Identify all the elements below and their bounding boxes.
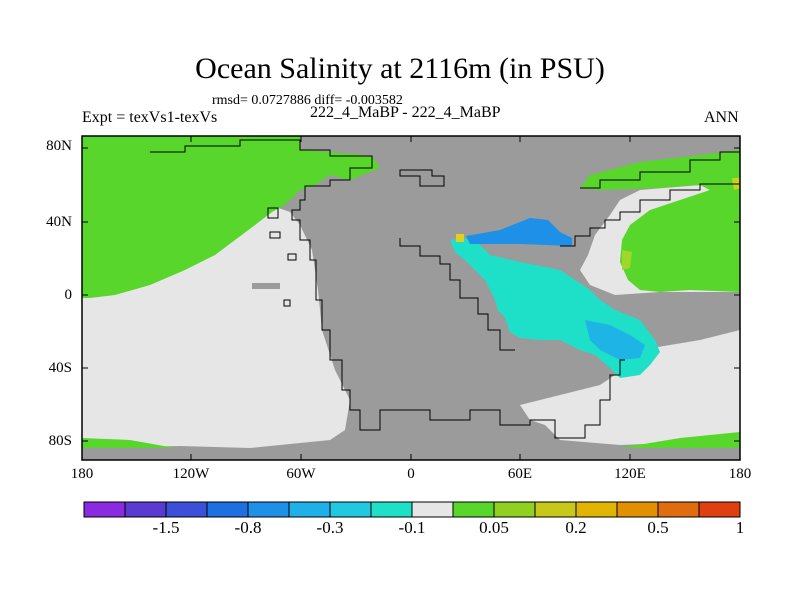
axis-ticks [82,136,740,460]
coastline [150,139,740,439]
colorbar-label: 2 [792,518,800,538]
colorbar-swatch [124,501,167,518]
land-north-america-green [82,136,380,298]
colorbar-swatch [534,501,577,518]
land-antarctica-east [620,432,740,448]
land-asia-green [580,150,740,292]
case-label: 222_4_MaBP - 222_4_MaBP [310,104,501,121]
x-tick-label: 180 [728,466,752,482]
x-tick-label: 0 [407,466,415,482]
colorbar-label: 0.05 [479,518,509,537]
colorbar-label: 1 [735,518,745,537]
colorbar-swatch [288,501,331,518]
anomaly-blue-med [585,320,645,360]
experiment-label: Expt = texVs1-texVs [82,109,218,126]
colorbar-swatch [657,501,700,518]
colorbar-swatch [206,501,249,518]
colorbar-swatch [493,501,536,518]
colorbar-swatch [247,501,290,518]
colorbar-swatch [698,501,741,518]
colorbar-swatch [83,501,126,518]
land-island-pacific [252,283,280,289]
land-central [82,136,740,460]
colorbar-swatch [616,501,659,518]
x-tick-label: 120E [614,466,646,482]
colorbar-swatch [329,501,372,518]
colorbar-swatch [165,501,208,518]
colorbar [83,501,741,518]
stats-line: rmsd= 0.0727886 diff= -0.003582 [212,93,403,108]
y-tick-label: 40S [48,360,72,376]
anomaly-yellow-dot [456,234,464,242]
anomaly-blue-strong [466,218,572,246]
colorbar-label: -0.8 [234,518,262,537]
colorbar-swatch [411,501,454,518]
ocean-southern [520,330,740,445]
colorbar-swatch [370,501,413,518]
x-tick-label: 120W [172,466,210,482]
colorbar-label: -0.1 [398,518,426,537]
y-tick-label: 80S [48,433,72,449]
colorbar-label: -1.5 [152,518,180,537]
colorbar-label: 0.2 [565,518,587,537]
y-tick-label: 80N [46,138,72,154]
land-green-patch [622,250,632,270]
land-africa-part [455,245,510,350]
colorbar-swatch [575,501,618,518]
colorbar-swatch [452,501,495,518]
season-label: ANN [704,109,739,126]
x-tick-label: 60E [507,466,533,482]
colorbar-label: -0.3 [316,518,344,537]
land-antarctica-west [82,438,175,448]
x-tick-label: 180 [70,466,94,482]
y-tick-label: 0 [64,287,73,303]
x-tick-label: 60W [286,466,316,482]
plot-title: Ocean Salinity at 2116m (in PSU) [195,52,605,85]
colorbar-label: 0.5 [647,518,669,537]
y-tick-label: 40N [46,214,72,230]
